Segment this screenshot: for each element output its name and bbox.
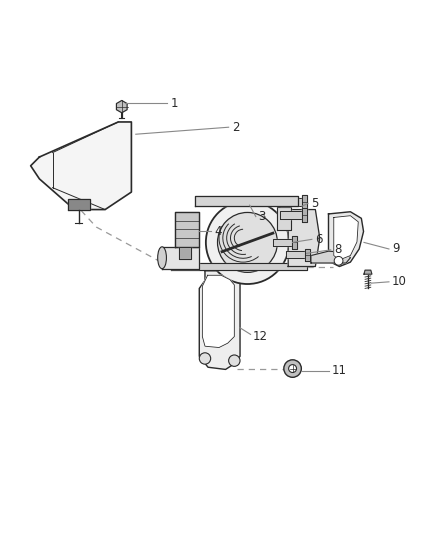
Polygon shape [199,271,240,369]
Polygon shape [195,197,298,206]
Ellipse shape [158,247,166,269]
Polygon shape [288,209,320,266]
Polygon shape [305,248,310,261]
Text: 10: 10 [392,276,407,288]
Polygon shape [117,101,127,113]
Polygon shape [162,247,199,269]
Polygon shape [171,263,307,270]
Text: 8: 8 [334,244,341,256]
Polygon shape [277,207,291,230]
Polygon shape [175,212,199,247]
Polygon shape [273,239,292,246]
Polygon shape [280,198,302,206]
Text: 1: 1 [171,96,178,110]
Polygon shape [31,122,131,209]
Text: 5: 5 [311,197,318,210]
Circle shape [284,360,301,377]
Circle shape [206,201,289,284]
Text: 2: 2 [232,120,240,134]
Circle shape [199,353,211,364]
Polygon shape [334,216,358,260]
Polygon shape [286,251,305,258]
Polygon shape [68,199,90,211]
Polygon shape [302,195,307,209]
Circle shape [289,365,297,373]
Polygon shape [202,275,234,348]
Text: 12: 12 [253,330,268,343]
Text: 3: 3 [258,210,266,223]
Polygon shape [179,247,191,259]
Polygon shape [302,208,307,222]
Text: 9: 9 [392,243,399,255]
Text: 6: 6 [315,233,323,246]
Text: 4: 4 [215,225,222,238]
Polygon shape [292,236,297,248]
Circle shape [229,355,240,366]
Polygon shape [280,211,302,219]
Polygon shape [328,212,364,266]
Circle shape [334,256,343,265]
Polygon shape [311,251,350,263]
Circle shape [218,213,277,272]
Polygon shape [364,270,372,274]
Text: 11: 11 [332,364,347,377]
